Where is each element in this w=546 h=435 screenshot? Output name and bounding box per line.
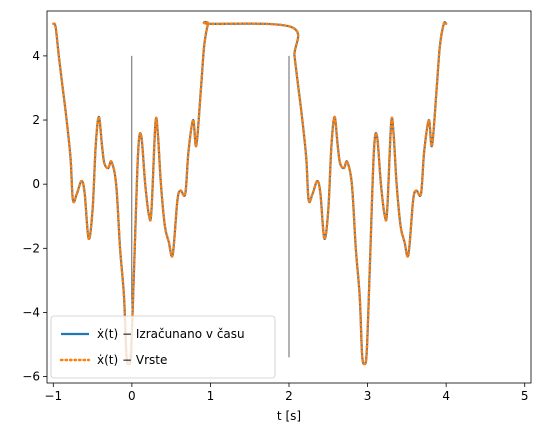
series-line-1 [52,20,448,366]
x-tick-label: 2 [285,389,293,403]
x-tick-label: 4 [442,389,450,403]
x-axis-label: t [s] [277,409,301,423]
x-tick-label: 0 [128,389,136,403]
y-tick-label: −2 [22,241,40,255]
legend-box [50,315,276,379]
x-axis: −1 0 1 2 3 4 5 [44,383,529,403]
series-lines [52,20,448,366]
legend-label-1: ẋ(t) − Vrste [97,353,167,367]
y-tick-label: −4 [22,305,40,319]
x-tick-label: −1 [44,389,62,403]
legend: ẋ(t) − Izračunano v času ẋ(t) − Vrste [50,315,276,379]
x-tick-label: 3 [364,389,372,403]
y-tick-label: −6 [22,370,40,384]
x-tick-label: 5 [521,389,529,403]
y-tick-label: 0 [32,177,40,191]
vertical-markers [131,55,290,358]
legend-label-0: ẋ(t) − Izračunano v času [97,327,245,341]
y-tick-label: 4 [32,49,40,63]
y-tick-label: 2 [32,113,40,127]
x-tick-label: 1 [207,389,215,403]
y-axis: −6 −4 −2 0 2 4 [22,49,47,384]
